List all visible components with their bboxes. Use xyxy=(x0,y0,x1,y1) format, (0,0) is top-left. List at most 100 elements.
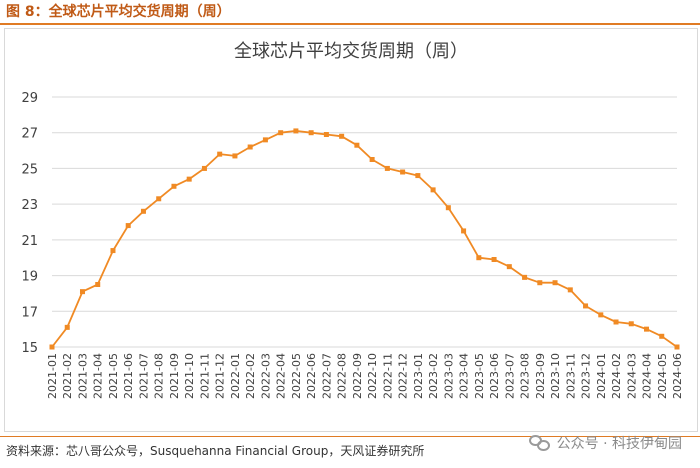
data-point xyxy=(369,157,375,162)
data-point xyxy=(95,282,101,287)
y-tick-label: 19 xyxy=(21,270,38,285)
x-tick-label: 2023-11 xyxy=(564,353,577,399)
x-tick-label: 2021-06 xyxy=(122,353,135,399)
x-tick-label: 2024-04 xyxy=(641,353,654,399)
data-point xyxy=(461,228,467,234)
data-point xyxy=(278,130,284,136)
y-tick-label: 29 xyxy=(21,91,38,106)
data-point xyxy=(293,128,299,134)
x-tick-label: 2021-12 xyxy=(214,353,227,399)
x-tick-label: 2023-01 xyxy=(412,353,425,399)
figure-header: 图 8：全球芯片平均交货周期（周） xyxy=(0,0,700,22)
x-tick-label: 2023-09 xyxy=(534,353,547,399)
data-point xyxy=(400,169,406,175)
x-tick-label: 2021-07 xyxy=(137,353,150,399)
chart-title: 全球芯片平均交货周期（周） xyxy=(234,41,468,62)
series-line xyxy=(51,130,678,348)
x-tick-label: 2022-01 xyxy=(229,353,242,399)
source-note: 资料来源：芯八哥公众号，Susquehanna Financial Group，… xyxy=(6,444,425,458)
header-divider xyxy=(0,23,700,25)
x-tick-label: 2023-07 xyxy=(503,353,516,399)
data-point xyxy=(552,280,558,286)
y-tick-label: 27 xyxy=(21,127,38,142)
data-point xyxy=(232,153,238,159)
data-point xyxy=(171,183,177,189)
data-point xyxy=(537,280,543,286)
x-tick-label: 2022-11 xyxy=(381,353,394,399)
data-point xyxy=(156,196,162,202)
x-tick-label: 2022-09 xyxy=(351,353,364,399)
data-point xyxy=(110,248,116,254)
data-point xyxy=(506,264,512,270)
x-tick-label: 2023-04 xyxy=(458,353,471,399)
data-point xyxy=(201,165,207,171)
data-point xyxy=(598,312,604,318)
data-point xyxy=(430,187,436,193)
x-tick-label: 2024-05 xyxy=(656,353,669,399)
data-point xyxy=(247,144,253,150)
x-tick-label: 2021-04 xyxy=(92,353,105,399)
x-tick-label: 2022-02 xyxy=(244,353,257,399)
x-tick-label: 2024-01 xyxy=(595,353,608,399)
x-tick-label: 2023-12 xyxy=(580,353,593,399)
x-tick-label: 2023-02 xyxy=(427,353,440,399)
data-point xyxy=(323,132,329,137)
watermark: 公众号 · 科技伊甸园 xyxy=(528,433,682,453)
x-tick-label: 2022-05 xyxy=(290,353,303,399)
x-tick-label: 2022-12 xyxy=(397,353,410,399)
data-point xyxy=(308,130,314,136)
x-tick-label: 2022-10 xyxy=(366,353,379,399)
x-tick-label: 2021-10 xyxy=(183,353,196,399)
data-point xyxy=(445,205,451,211)
x-tick-label: 2023-06 xyxy=(488,353,501,399)
x-tick-label: 2021-01 xyxy=(46,353,59,399)
data-point xyxy=(674,344,680,350)
data-point xyxy=(567,287,573,293)
x-tick-label: 2021-05 xyxy=(107,353,120,399)
x-tick-label: 2022-04 xyxy=(275,353,288,399)
data-point xyxy=(659,333,665,339)
x-tick-label: 2021-09 xyxy=(168,353,181,399)
data-point xyxy=(262,137,268,143)
data-point xyxy=(217,151,223,157)
y-tick-label: 23 xyxy=(21,198,38,213)
data-point xyxy=(522,274,528,280)
x-tick-label: 2023-05 xyxy=(473,353,486,399)
data-point xyxy=(354,142,360,148)
footer-divider xyxy=(0,436,700,437)
data-point xyxy=(491,257,497,262)
data-point xyxy=(49,344,55,350)
data-point xyxy=(79,289,85,295)
x-tick-label: 2021-11 xyxy=(198,353,211,399)
y-tick-label: 17 xyxy=(21,305,38,320)
data-point xyxy=(186,176,192,182)
data-point xyxy=(384,165,390,171)
x-tick-label: 2022-07 xyxy=(320,353,333,399)
x-tick-label: 2021-08 xyxy=(153,353,166,399)
y-tick-label: 15 xyxy=(21,341,38,356)
data-point xyxy=(415,173,421,179)
x-tick-label: 2023-08 xyxy=(519,353,532,399)
y-tick-label: 21 xyxy=(21,234,38,249)
watermark-text: 公众号 · 科技伊甸园 xyxy=(556,436,682,452)
data-point xyxy=(644,326,650,332)
x-tick-label: 2022-06 xyxy=(305,353,318,399)
x-tick-label: 2022-08 xyxy=(336,353,349,399)
x-tick-label: 2023-10 xyxy=(549,353,562,399)
data-point xyxy=(628,321,634,327)
x-tick-label: 2023-03 xyxy=(442,353,455,399)
x-tick-label: 2021-03 xyxy=(76,353,89,399)
data-point xyxy=(140,208,146,214)
data-point xyxy=(476,255,482,261)
data-point xyxy=(613,319,619,325)
chart-container: 全球芯片平均交货周期（周） 15 17 19 21 23 25 27 29 2021-01 2021… xyxy=(4,28,698,432)
x-tick-label: 2022-03 xyxy=(259,353,272,399)
data-point xyxy=(339,133,345,139)
x-tick-label: 2021-02 xyxy=(61,353,74,399)
x-tick-label: 2024-03 xyxy=(625,353,638,399)
y-tick-label: 25 xyxy=(21,162,38,177)
figure-label: 图 8：全球芯片平均交货周期（周） xyxy=(6,4,231,20)
data-point xyxy=(125,223,131,229)
x-tick-label: 2024-06 xyxy=(671,353,684,399)
